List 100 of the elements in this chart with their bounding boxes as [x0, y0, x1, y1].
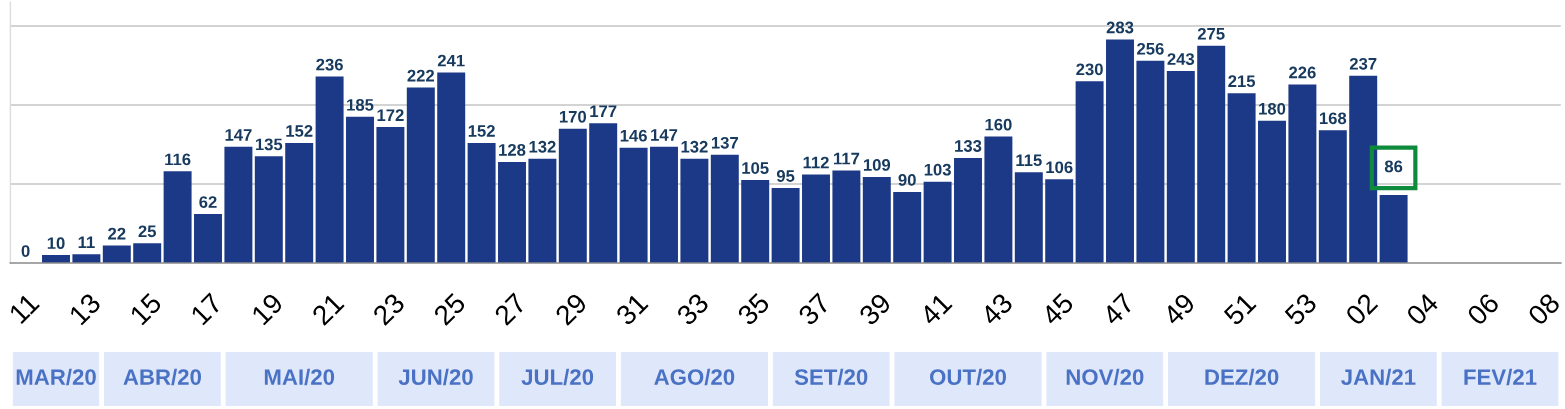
bar [346, 116, 374, 263]
x-tick-label: 51 [1223, 292, 1257, 327]
text: OUT/20 [930, 368, 1006, 386]
data-label: 115 [1016, 154, 1042, 167]
text: AGO/20 [654, 368, 735, 386]
bar [1045, 179, 1074, 263]
data-label: 25 [138, 225, 157, 238]
bar [771, 187, 800, 263]
data-label: 62 [199, 196, 217, 208]
bar [1258, 120, 1286, 263]
data-label: 185 [347, 98, 374, 111]
bar [133, 243, 162, 263]
bar [498, 161, 526, 263]
data-label: 86 [1384, 160, 1403, 173]
bar [802, 174, 830, 263]
data-label: 137 [711, 136, 738, 149]
x-tick-label: 29 [554, 292, 589, 327]
x-tick-label: 45 [1040, 292, 1075, 327]
x-tick-label: 17 [190, 292, 224, 326]
x-tick-label: 39 [857, 292, 893, 327]
bar [1166, 71, 1195, 263]
bar [558, 128, 587, 263]
x-tick-label: 02 [1344, 292, 1379, 327]
data-label: 135 [255, 138, 283, 151]
bar [650, 146, 678, 263]
bar [954, 157, 982, 263]
bar [1288, 84, 1317, 263]
bar [102, 245, 131, 263]
bar [1318, 130, 1347, 263]
x-tick-label: 35 [736, 292, 771, 327]
x-tick-label: 11 [8, 292, 40, 324]
bar [254, 156, 283, 263]
x-tick-label: 27 [493, 292, 528, 326]
x-tick-label: 04 [1405, 291, 1440, 327]
bar [1379, 195, 1408, 263]
text: MAI/20 [264, 368, 335, 386]
x-tick-label: 21 [311, 292, 345, 326]
bar [194, 214, 222, 263]
data-label: 22 [108, 227, 126, 240]
bar [1349, 75, 1378, 263]
data-label: 133 [955, 140, 982, 152]
bar [224, 146, 253, 263]
bar [741, 180, 770, 263]
data-label: 283 [1106, 21, 1134, 34]
data-label: 109 [863, 159, 891, 171]
text: MAR/20 [16, 368, 96, 386]
bar [680, 158, 709, 263]
data-label: 226 [1289, 66, 1316, 79]
bar [893, 191, 922, 263]
data-label: 112 [803, 156, 829, 169]
x-tick-label: 53 [1283, 292, 1318, 327]
data-label: 236 [316, 58, 343, 71]
text: DEZ/20 [1205, 368, 1279, 386]
data-label: 243 [1167, 53, 1195, 65]
text: FEV/21 [1464, 368, 1537, 386]
data-label: 152 [468, 125, 495, 137]
data-label: 105 [742, 162, 769, 174]
bar [862, 176, 891, 263]
data-label: 275 [1197, 27, 1225, 40]
data-label: 237 [1349, 57, 1377, 70]
bar [1014, 172, 1043, 263]
x-tick-label: 49 [1161, 292, 1197, 327]
bar [437, 72, 466, 263]
data-label: 0 [21, 245, 30, 257]
data-label: 222 [407, 69, 435, 82]
bar [285, 142, 314, 263]
data-label: 10 [47, 237, 65, 250]
data-label: 103 [924, 163, 951, 176]
bar [589, 123, 618, 263]
data-label: 241 [437, 54, 465, 67]
bar [619, 147, 648, 263]
text: JUL/20 [521, 368, 594, 386]
data-label: 172 [377, 109, 404, 121]
data-label: 95 [776, 170, 795, 182]
x-tick-label: 08 [1526, 292, 1561, 327]
x-tick-label: 25 [432, 292, 467, 327]
data-label: 170 [559, 110, 587, 123]
x-tick-label: 43 [979, 292, 1014, 327]
data-label: 117 [834, 152, 860, 165]
text: SET/20 [794, 368, 868, 386]
data-label: 146 [620, 129, 647, 142]
data-label: 147 [225, 129, 252, 141]
bar [376, 127, 405, 263]
bar [832, 170, 861, 263]
bar [1106, 39, 1134, 263]
x-tick-label: 13 [68, 292, 102, 326]
bar [1136, 60, 1165, 263]
bar [467, 142, 496, 263]
text: JAN/21 [1341, 368, 1416, 386]
x-tick-label: 19 [250, 292, 285, 326]
data-label: 11 [78, 236, 95, 249]
data-label: 180 [1259, 102, 1286, 115]
data-label: 230 [1076, 63, 1103, 76]
bar [710, 154, 739, 263]
bar [984, 136, 1013, 263]
bar [72, 254, 101, 263]
x-tick-label: 47 [1101, 292, 1136, 327]
data-label: 132 [529, 140, 556, 153]
data-label: 90 [898, 174, 916, 186]
x-tick-label: 31 [614, 292, 649, 327]
